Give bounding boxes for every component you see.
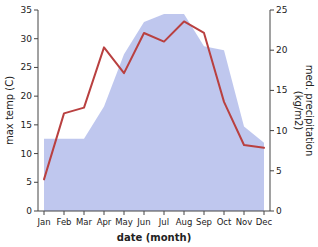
x-tick-label: Sep [196, 217, 212, 227]
y2-tick [270, 211, 274, 212]
y-tick [34, 211, 38, 212]
x-tick-label: Apr [97, 217, 112, 227]
x-tick-label: Feb [56, 217, 71, 227]
y2-tick-label: 0 [276, 206, 282, 216]
y-tick [34, 96, 38, 97]
y-tick-label: 25 [21, 62, 32, 72]
x-tick [84, 211, 85, 215]
y2-tick-label: 5 [276, 166, 282, 176]
x-tick [184, 211, 185, 215]
x-tick-label: Aug [176, 217, 193, 227]
y2-tick [270, 90, 274, 91]
x-tick-label: Nov [236, 217, 253, 227]
x-tick-label: Mar [76, 217, 93, 227]
x-tick-label: Jul [158, 217, 169, 227]
chart: 051015202530350510152025JanFebMarAprMayJ… [0, 0, 318, 247]
x-tick [244, 211, 245, 215]
y-tick [34, 124, 38, 125]
y-tick-label: 35 [21, 5, 32, 15]
y-tick [34, 153, 38, 154]
x-tick [224, 211, 225, 215]
y2-tick [270, 10, 274, 11]
marks [44, 14, 264, 211]
x-tick [44, 211, 45, 215]
x-tick-label: May [115, 217, 133, 227]
y2-axis-label-line: (kg/m2) [293, 91, 304, 131]
y2-tick-label: 20 [276, 45, 288, 55]
y-tick [34, 182, 38, 183]
y-tick [34, 10, 38, 11]
y2-axis-label-line: med. precipitation [304, 65, 315, 157]
x-tick [104, 211, 105, 215]
x-tick [204, 211, 205, 215]
y2-tick-label: 10 [276, 126, 288, 136]
x-axis-label: date (month) [117, 232, 191, 243]
y-tick-label: 30 [21, 34, 33, 44]
y2-tick-label: 15 [276, 85, 287, 95]
y-tick-label: 20 [21, 91, 33, 101]
y2-axis-label: med. precipitation(kg/m2) [293, 65, 315, 157]
y2-tick [270, 170, 274, 171]
x-tick-label: Dec [256, 217, 273, 227]
y2-tick-label: 25 [276, 5, 287, 15]
x-tick-label: Jun [136, 217, 150, 227]
x-tick [144, 211, 145, 215]
precipitation-area [44, 14, 264, 211]
x-tick-label: Jan [36, 217, 50, 227]
x-tick-label: Oct [217, 217, 232, 227]
y-axis-label: max temp (C) [4, 76, 15, 145]
x-tick [64, 211, 65, 215]
x-tick [124, 211, 125, 215]
y-tick-label: 0 [26, 206, 32, 216]
y2-axis-line [270, 10, 271, 211]
y-tick [34, 38, 38, 39]
y-axis-line [38, 10, 39, 211]
y2-tick [270, 130, 274, 131]
temperature-line [44, 21, 264, 179]
y2-tick [270, 50, 274, 51]
y-tick-label: 10 [21, 149, 33, 159]
x-axis-line [38, 211, 270, 212]
y-tick-label: 5 [26, 177, 32, 187]
x-tick [264, 211, 265, 215]
x-tick [164, 211, 165, 215]
y-tick-label: 15 [21, 120, 32, 130]
y-tick [34, 67, 38, 68]
